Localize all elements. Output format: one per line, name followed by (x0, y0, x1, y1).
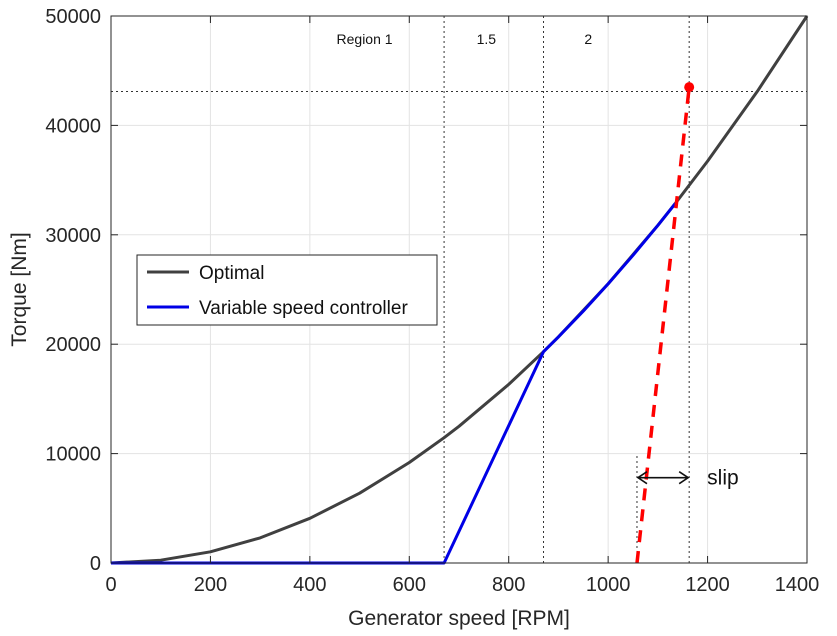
x-tick-label: 1000 (586, 574, 631, 596)
series-lines (110, 15, 809, 565)
slip-arrow-head-right (678, 471, 690, 485)
y-tick-label: 20000 (45, 334, 101, 356)
slip-label: slip (707, 467, 739, 490)
legend: Optimal Variable speed controller (136, 254, 438, 326)
legend-box (136, 254, 438, 326)
x-tick-label: 200 (194, 574, 227, 596)
x-tick-label: 400 (293, 574, 326, 596)
annotations (636, 471, 690, 485)
y-tick-label: 30000 (45, 225, 101, 247)
region-label-2: 2 (584, 31, 592, 47)
y-tick-label: 40000 (45, 115, 101, 137)
x-tick-label: 800 (492, 574, 525, 596)
slip-arrow-head-left (636, 471, 648, 485)
axis-ticks: 0 200 400 600 800 1000 1200 1400 0 10000 20000 3000… (45, 6, 819, 596)
y-tick-label: 0 (90, 553, 101, 575)
x-tick-label: 0 (105, 574, 116, 596)
x-tick-label: 600 (393, 574, 426, 596)
legend-label-optimal: Optimal (199, 263, 264, 284)
region-label-1-5: 1.5 (477, 31, 497, 47)
series-line-variable-speed-controller (111, 202, 677, 565)
y-axis-label: Torque [Nm] (8, 232, 31, 346)
legend-label-variable-speed-controller: Variable speed controller (199, 298, 408, 319)
plot-frame (110, 15, 808, 564)
region-label-1: Region 1 (337, 31, 393, 47)
series-line-optimal (110, 15, 809, 565)
x-tick-label: 1200 (685, 574, 730, 596)
y-tick-label: 10000 (45, 444, 101, 466)
x-axis-label: Generator speed [RPM] (348, 607, 570, 630)
region-labels: Region 1 1.5 2 (337, 31, 593, 47)
x-tick-label: 1400 (775, 574, 820, 596)
y-tick-label: 50000 (45, 6, 101, 28)
slip-dashed-line (635, 86, 691, 564)
rated-point-marker (684, 82, 695, 93)
